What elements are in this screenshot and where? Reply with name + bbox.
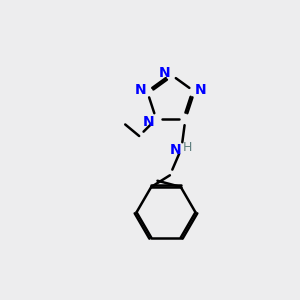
Text: N: N	[159, 66, 170, 80]
Text: H: H	[183, 141, 192, 154]
Text: N: N	[135, 83, 147, 97]
Text: N: N	[169, 143, 181, 157]
Text: N: N	[195, 83, 206, 97]
Text: N: N	[143, 115, 154, 129]
